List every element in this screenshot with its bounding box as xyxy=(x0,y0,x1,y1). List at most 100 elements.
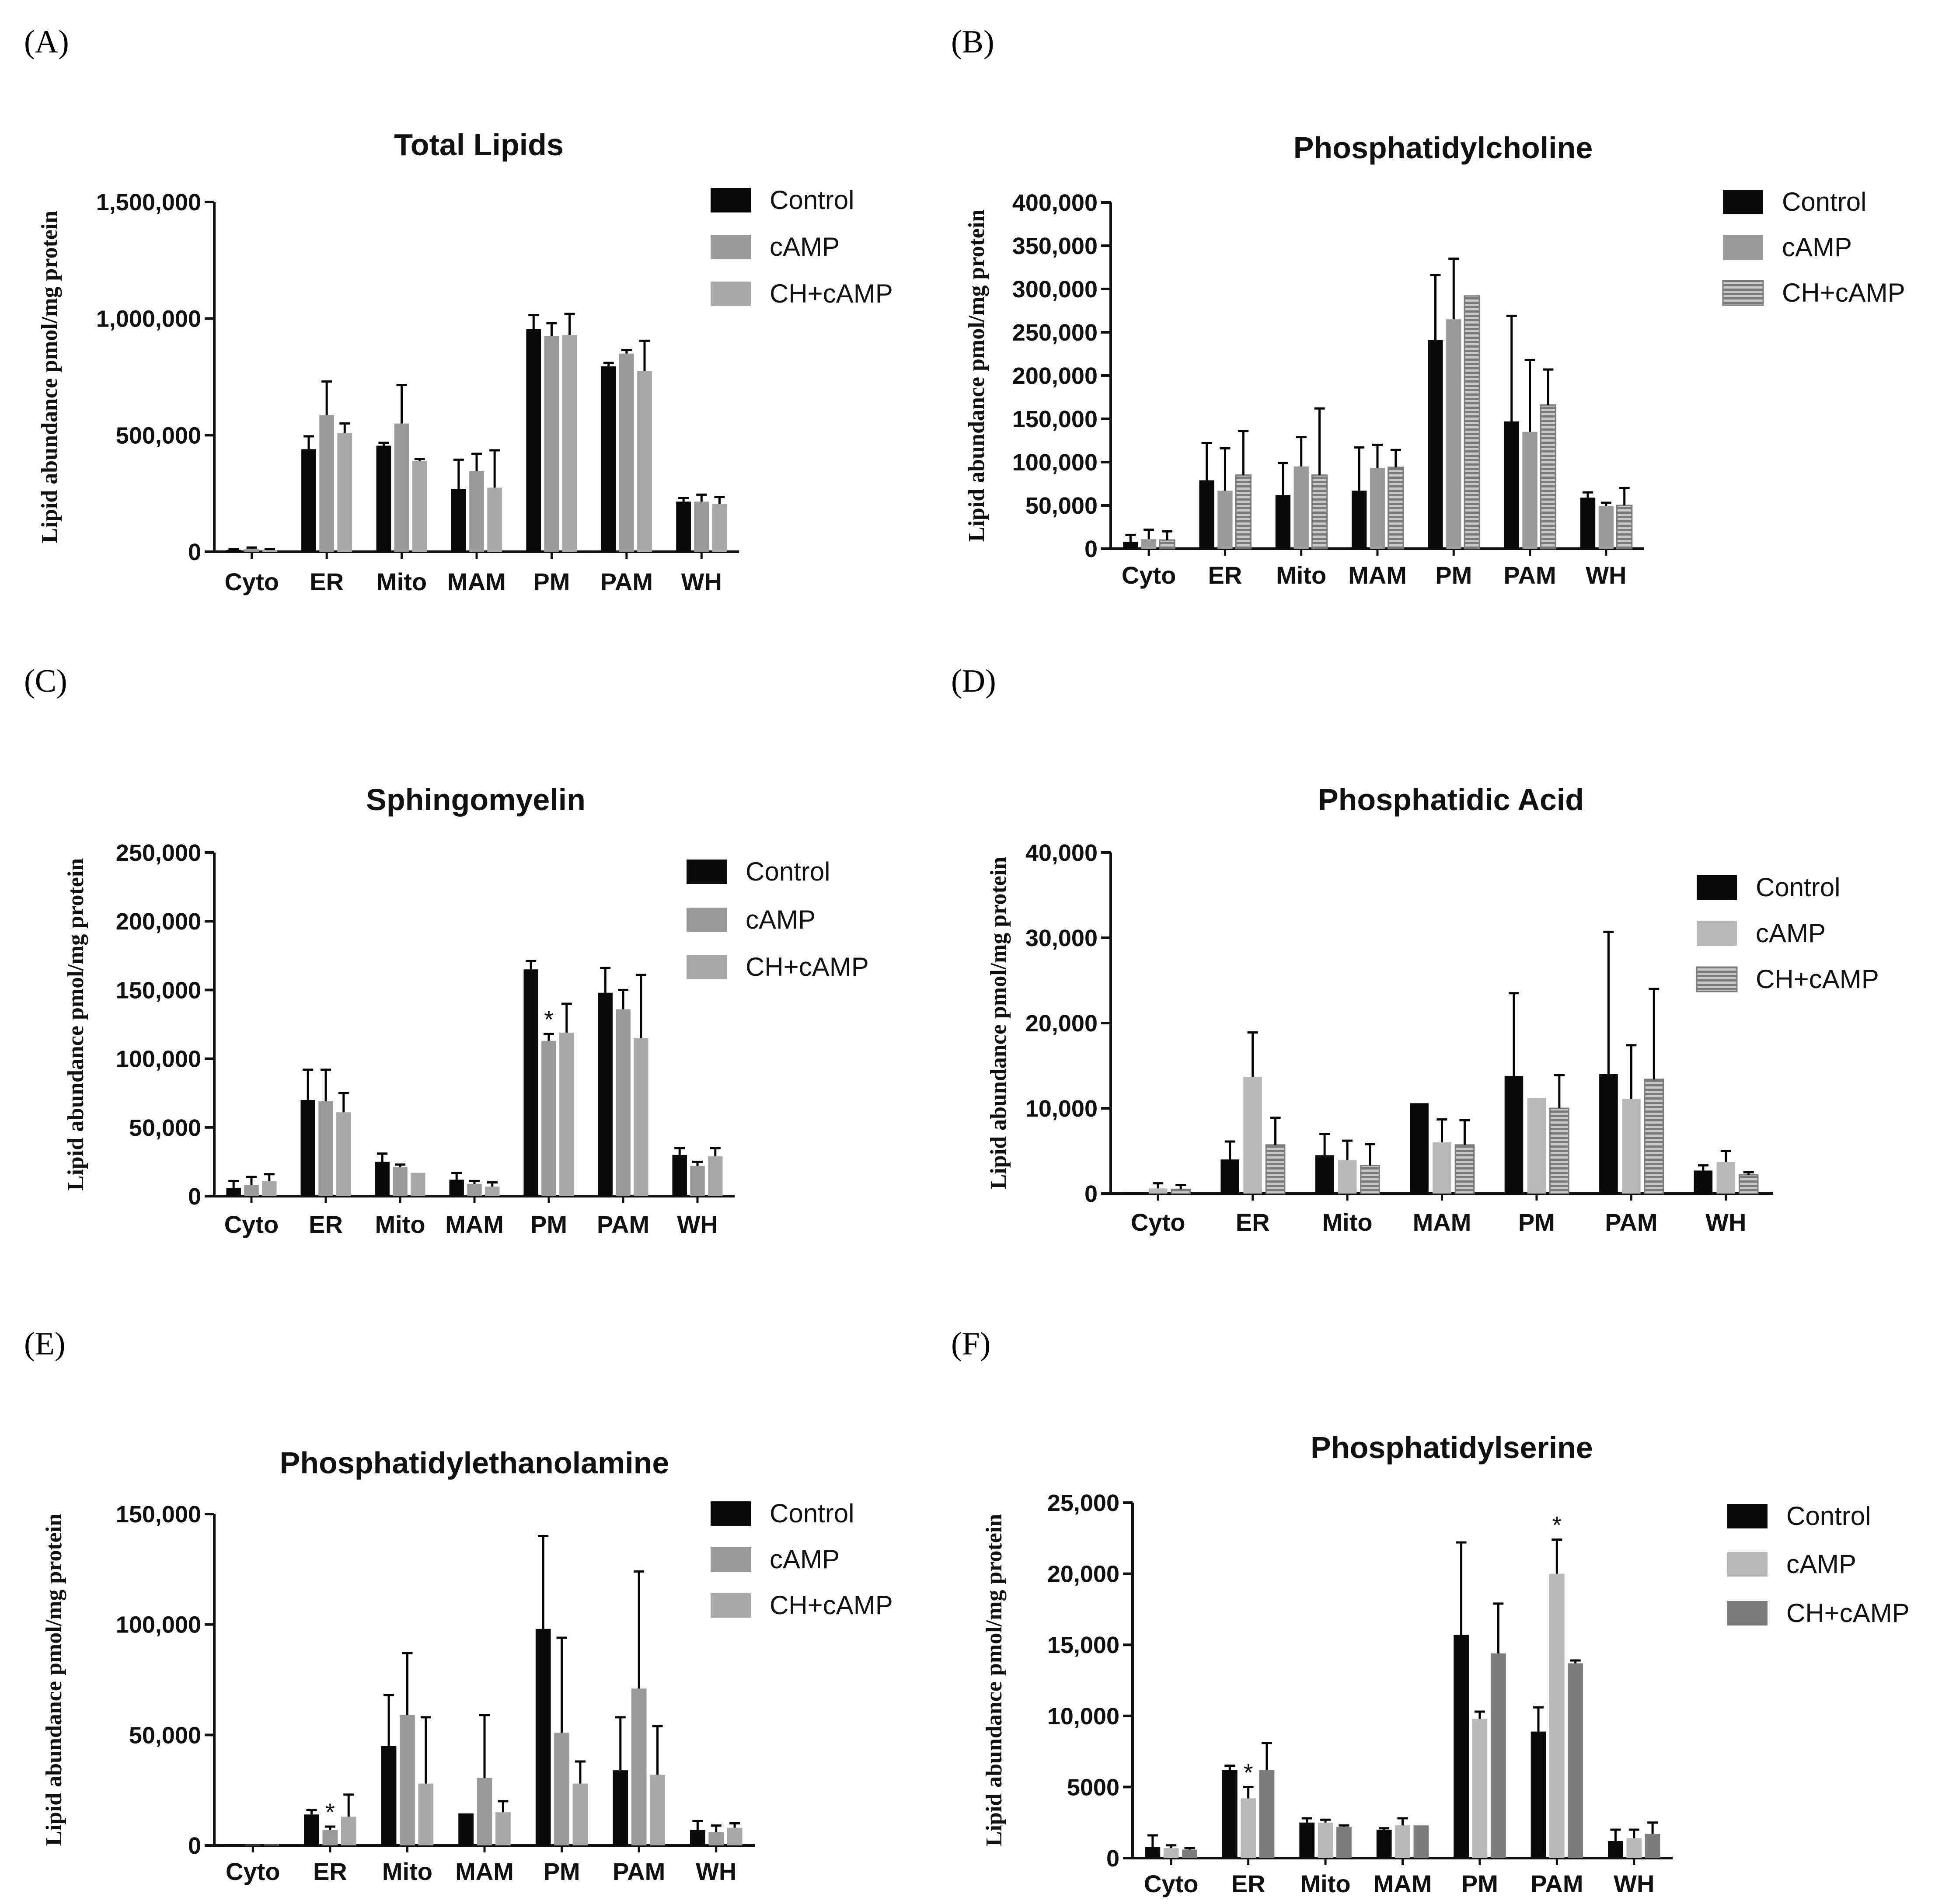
y-tick-label: 400,000 xyxy=(1012,190,1098,216)
bar xyxy=(708,1832,724,1845)
x-tick-label: Mito xyxy=(377,568,427,595)
y-tick-label: 250,000 xyxy=(116,840,201,866)
y-tick-label: 0 xyxy=(1084,1181,1098,1207)
chart-panel: (F) Phosphatidylserine Lipid abundance pmo… xyxy=(951,1326,1910,1897)
bar xyxy=(1504,421,1519,549)
bar xyxy=(601,366,616,552)
y-axis-label: Lipid abundance pmol/mg protein xyxy=(986,857,1011,1190)
legend-label: Control xyxy=(1782,187,1866,216)
x-tick-label: MAM xyxy=(455,1858,514,1885)
bar xyxy=(1454,1635,1469,1858)
bar xyxy=(1126,1192,1145,1194)
bar xyxy=(458,1813,474,1845)
chart-title: Sphingomyelin xyxy=(366,783,586,817)
significance-star: * xyxy=(1552,1511,1562,1539)
y-tick-label: 20,000 xyxy=(1025,1010,1098,1037)
y-tick-label: 20,000 xyxy=(1047,1561,1119,1587)
bar xyxy=(381,1746,397,1845)
y-axis-label: Lipid abundance pmol/mg protein xyxy=(42,1514,66,1846)
bar xyxy=(1608,1841,1623,1858)
chart-title: Phosphatidylethanolamine xyxy=(280,1446,669,1480)
y-axis-label: Lipid abundance pmol/mg protein xyxy=(964,209,989,542)
bar xyxy=(690,1830,705,1845)
y-tick-label: 30,000 xyxy=(1025,925,1098,951)
x-tick-label: WH xyxy=(1614,1870,1654,1897)
chart-title: Phosphatidic Acid xyxy=(1318,783,1584,817)
bar xyxy=(544,336,559,552)
bar xyxy=(672,1155,687,1196)
bar xyxy=(1163,1848,1179,1858)
bar xyxy=(1549,1107,1569,1194)
bar xyxy=(1395,1825,1410,1858)
bar xyxy=(1527,1098,1546,1194)
y-tick-label: 500,000 xyxy=(116,422,201,449)
x-tick-label: Mito xyxy=(1276,561,1326,589)
x-tick-label: PAM xyxy=(1503,561,1556,589)
bar xyxy=(1464,295,1480,550)
bar xyxy=(1622,1099,1641,1194)
bar xyxy=(469,471,484,552)
bar xyxy=(727,1827,743,1845)
chart-title: Phosphatidylserine xyxy=(1311,1431,1593,1465)
legend-label: cAMP xyxy=(746,905,816,934)
legend-swatch xyxy=(711,1501,751,1526)
x-tick-label: Cyto xyxy=(224,568,279,595)
y-tick-label: 1,000,000 xyxy=(96,306,201,332)
bar xyxy=(300,1100,315,1196)
y-tick-label: 200,000 xyxy=(1012,363,1098,389)
bar xyxy=(1549,1573,1565,1858)
legend-swatch xyxy=(711,1547,751,1572)
panel-letter: (D) xyxy=(951,663,996,699)
bar xyxy=(226,550,241,552)
legend-label: CH+cAMP xyxy=(770,279,893,308)
y-tick-label: 150,000 xyxy=(116,977,201,1003)
y-tick-label: 50,000 xyxy=(1025,493,1098,519)
bar xyxy=(1376,1829,1392,1858)
bar xyxy=(485,1186,500,1196)
panel-letter: (C) xyxy=(24,663,67,699)
legend-swatch xyxy=(711,235,751,259)
legend-label: Control xyxy=(770,185,854,215)
x-tick-label: PAM xyxy=(613,1858,665,1885)
bar xyxy=(394,423,409,552)
legend-swatch xyxy=(1697,875,1737,900)
x-tick-label: ER xyxy=(313,1858,347,1885)
legend-label: cAMP xyxy=(1756,919,1826,948)
bar xyxy=(1318,1822,1333,1858)
x-tick-label: Mito xyxy=(375,1211,425,1238)
bar xyxy=(318,1101,333,1196)
bar xyxy=(226,1188,241,1196)
bar xyxy=(319,415,335,552)
y-tick-label: 100,000 xyxy=(1012,449,1098,476)
legend-label: Control xyxy=(1756,873,1840,902)
panel-letter: (B) xyxy=(951,24,994,60)
bar xyxy=(1243,1076,1262,1194)
x-tick-label: MAM xyxy=(1374,1870,1432,1897)
bar xyxy=(613,1770,628,1845)
bar xyxy=(412,461,427,552)
x-tick-label: ER xyxy=(1231,1870,1266,1897)
legend-label: CH+cAMP xyxy=(1756,964,1879,994)
x-tick-label: Cyto xyxy=(1144,1870,1198,1897)
x-tick-label: WH xyxy=(677,1211,718,1238)
bar xyxy=(451,489,466,552)
bar xyxy=(1217,491,1233,549)
legend-swatch xyxy=(1727,1504,1768,1528)
bar xyxy=(1454,1144,1475,1194)
bar xyxy=(523,969,538,1196)
bar xyxy=(393,1167,408,1196)
significance-star: * xyxy=(544,1006,554,1033)
x-tick-label: MAM xyxy=(445,1211,504,1238)
bar xyxy=(634,1038,648,1196)
legend-swatch xyxy=(1723,190,1763,214)
bar xyxy=(1182,1849,1197,1858)
bar xyxy=(1738,1174,1759,1194)
panel-letter: (A) xyxy=(24,24,69,60)
legend-swatch xyxy=(711,1593,751,1618)
bar xyxy=(1145,1846,1161,1858)
bar xyxy=(227,1844,242,1845)
x-tick-label: WH xyxy=(681,568,722,595)
x-tick-label: Cyto xyxy=(224,1211,279,1238)
y-axis-label: Lipid abundance pmol/mg protein xyxy=(982,1514,1007,1847)
bar xyxy=(1370,468,1385,549)
